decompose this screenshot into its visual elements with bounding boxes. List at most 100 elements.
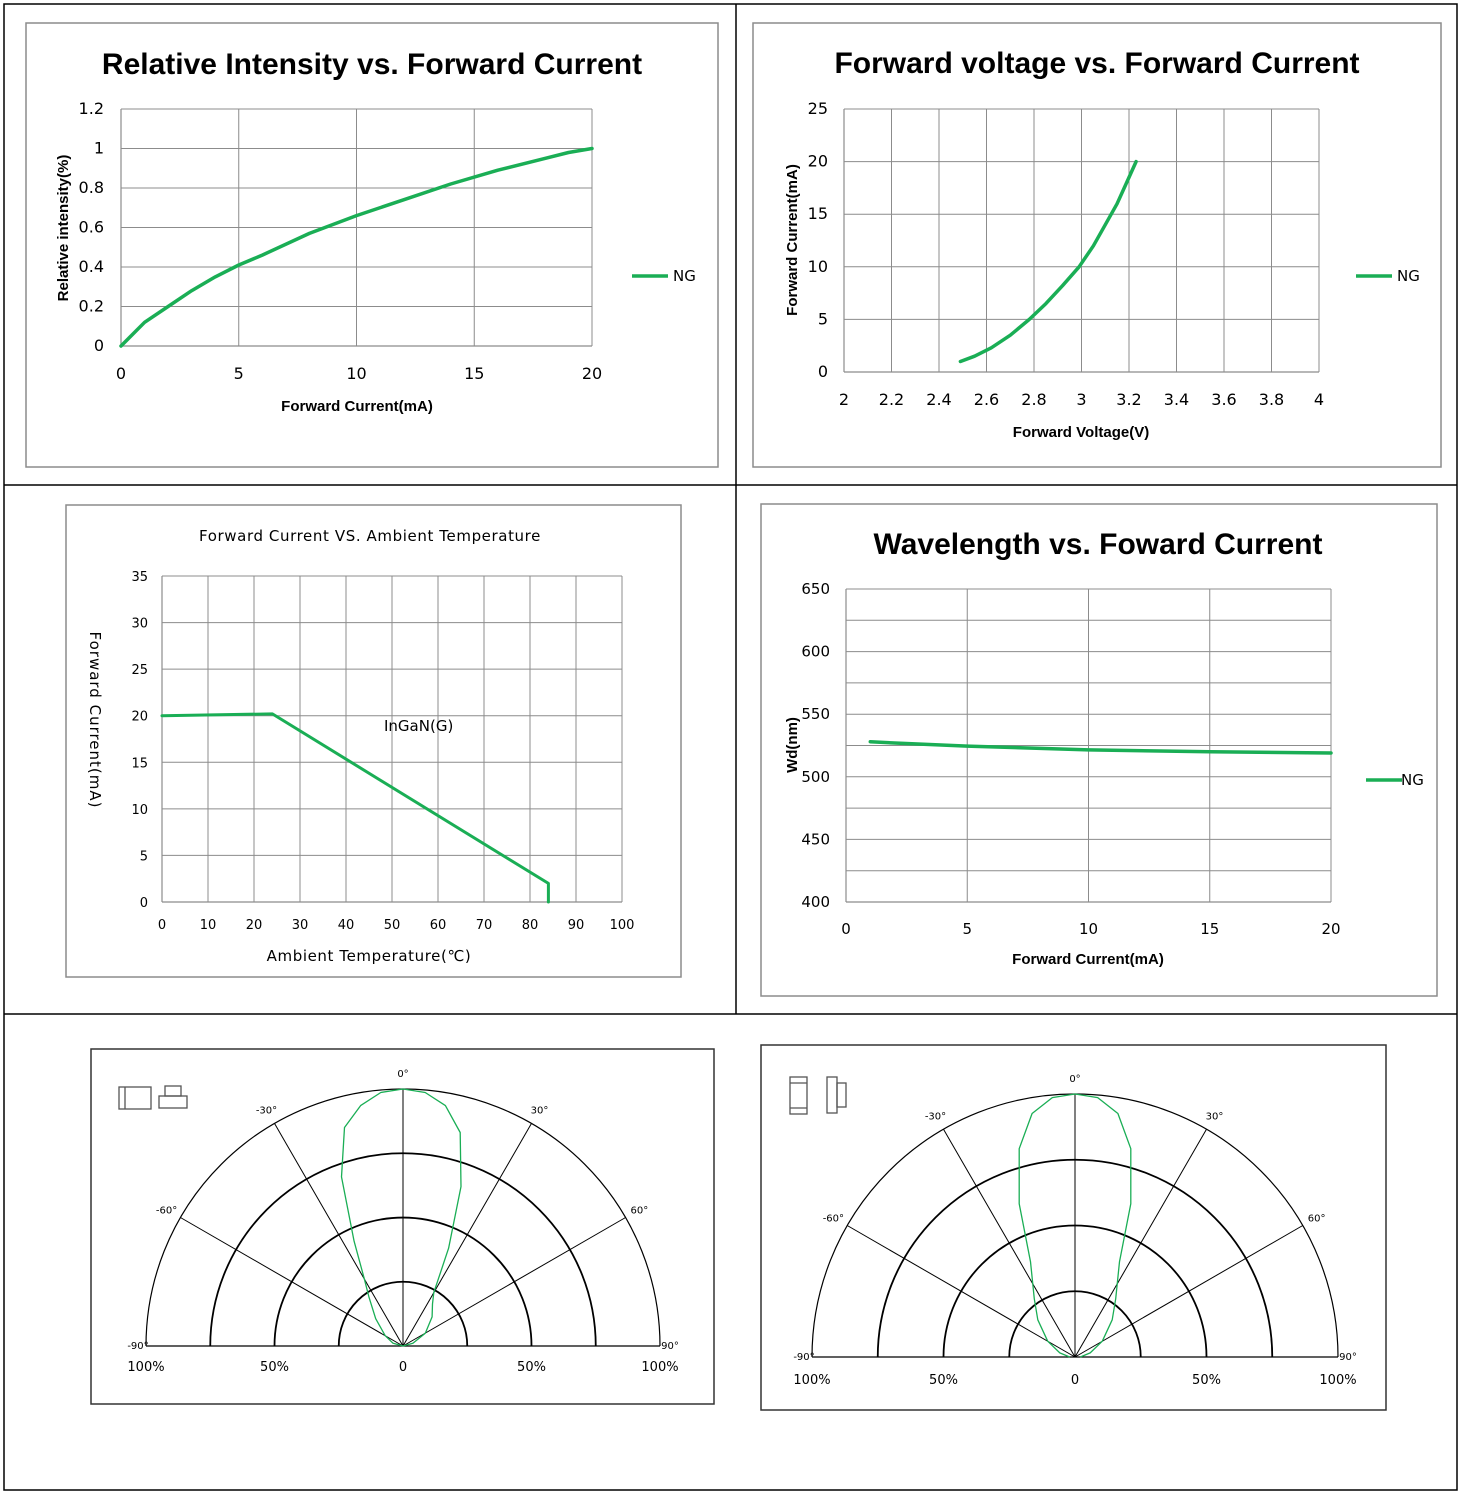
y-tick-label: 0 <box>140 896 148 911</box>
x-tick-label: 2.4 <box>926 390 951 409</box>
polar-pattern-line <box>340 1088 462 1347</box>
x-tick-label: 5 <box>962 920 972 938</box>
y-tick-label: 35 <box>131 570 148 585</box>
y-axis-label: Forward Current(mA) <box>784 164 801 316</box>
y-axis-label: Wd(nm) <box>784 717 801 773</box>
polar-angle-label: -30° <box>925 1111 946 1122</box>
legend-label: NG <box>1401 771 1424 789</box>
polar-spoke <box>402 1217 626 1347</box>
polar-spoke <box>1074 1128 1207 1358</box>
x-tick-label: 60 <box>430 918 447 933</box>
x-tick-label: 3.4 <box>1164 390 1189 409</box>
x-tick-label: 0 <box>158 918 166 933</box>
polar-angle-label: 30° <box>531 1106 549 1117</box>
y-tick-label: 0.8 <box>79 178 104 197</box>
y-tick-label: 10 <box>808 257 828 276</box>
polar-angle-label: 30° <box>1206 1111 1224 1122</box>
polar-radial-label: 50% <box>929 1373 958 1388</box>
y-tick-label: 20 <box>808 152 828 171</box>
y-tick-label: 600 <box>801 643 830 661</box>
y-tick-label: 0.6 <box>79 218 104 237</box>
series-line <box>868 739 1333 755</box>
series-line <box>958 159 1138 364</box>
x-tick-label: 2 <box>839 390 849 409</box>
legend-label: NG <box>673 267 696 285</box>
y-tick-label: 0 <box>94 336 104 355</box>
polar-angle-label: 0° <box>1069 1074 1080 1085</box>
x-tick-label: 90 <box>568 918 585 933</box>
polar-radial-label: 100% <box>641 1360 678 1375</box>
polar-angle-label: 60° <box>631 1206 649 1217</box>
x-tick-label: 15 <box>464 364 484 383</box>
x-axis-label: Forward Voltage(V) <box>1013 424 1149 441</box>
y-tick-label: 15 <box>131 756 148 771</box>
y-tick-label: 450 <box>801 830 830 848</box>
package-top-view-icon <box>118 1085 188 1110</box>
x-tick-label: 2.8 <box>1021 390 1046 409</box>
x-tick-label: 10 <box>1079 920 1098 938</box>
polar-radial-label: 50% <box>517 1360 546 1375</box>
polar-radial-label: 0 <box>399 1360 407 1375</box>
chart-wavelength: 0 5 10 15 20 400 450 500 550 600 650 NG <box>801 580 1424 938</box>
polar-angle-label: -90° <box>793 1352 814 1363</box>
polar-frame-right <box>760 1044 1387 1411</box>
polar-radial-label: 100% <box>1319 1373 1356 1388</box>
x-tick-label: 20 <box>246 918 263 933</box>
polar-angle-label: -90° <box>127 1341 148 1352</box>
y-tick-label: 400 <box>801 893 830 911</box>
polar-spoke <box>1074 1225 1304 1358</box>
polar-radial-label: 50% <box>260 1360 289 1375</box>
polar-radial-label: 50% <box>1192 1373 1221 1388</box>
polar-angle-label: -60° <box>156 1206 177 1217</box>
y-tick-label: 10 <box>131 803 148 818</box>
x-tick-label: 3.8 <box>1259 390 1284 409</box>
polar-pattern-line <box>1018 1093 1132 1358</box>
y-tick-label: 500 <box>801 768 830 786</box>
polar-angle-label: 60° <box>1308 1214 1326 1225</box>
y-tick-label: 5 <box>818 309 828 328</box>
y-tick-label: 5 <box>140 849 148 864</box>
x-tick-label: 20 <box>1321 920 1340 938</box>
polar-angle-label: 90° <box>1339 1352 1357 1363</box>
chart-frame-forward-voltage <box>752 22 1442 468</box>
x-tick-label: 2.6 <box>974 390 999 409</box>
polar-chart-left: -90° -60° -30° 0° 30° 60° 90° 100% 50% 0 50% 100% <box>127 1069 679 1375</box>
polar-spoke <box>943 1128 1076 1358</box>
series-annotation: InGaN(G) <box>384 717 453 735</box>
polar-angle-label: -60° <box>823 1214 844 1225</box>
x-tick-label: 3 <box>1076 390 1086 409</box>
y-tick-label: 1.2 <box>79 99 104 118</box>
y-tick-label: 25 <box>808 99 828 118</box>
y-tick-label: 0 <box>818 362 828 381</box>
x-axis-label: Forward Current(mA) <box>1012 951 1164 968</box>
series-line <box>119 146 594 348</box>
chart-title: Wavelength vs. Foward Current <box>874 528 1323 561</box>
y-tick-label: 1 <box>94 139 104 158</box>
x-tick-label: 10 <box>200 918 217 933</box>
chart-ambient-temperature: 0 10 20 30 40 50 60 70 80 90 100 0 5 10 15 20 25 30 35 <box>131 570 634 933</box>
x-tick-label: 40 <box>338 918 355 933</box>
y-axis-label: Relative intensity(%) <box>55 155 72 302</box>
y-tick-label: 650 <box>801 580 830 598</box>
chart-frame-ambient-temperature <box>65 504 682 978</box>
package-side-view-icon <box>789 1076 847 1115</box>
polar-radial-label: 100% <box>793 1373 830 1388</box>
polar-spoke <box>402 1123 532 1347</box>
chart-forward-voltage: 2 2.2 2.4 2.6 2.8 3 3.2 3.4 3.6 3.8 4 0 5 10 15 20 25 NG <box>808 99 1420 409</box>
chart-frame-relative-intensity <box>25 22 719 468</box>
x-tick-label: 5 <box>234 364 244 383</box>
x-axis-label: Forward Current(mA) <box>281 398 433 415</box>
x-tick-label: 100 <box>610 918 635 933</box>
table-borders <box>3 3 1458 1491</box>
x-tick-label: 70 <box>476 918 493 933</box>
x-tick-label: 4 <box>1314 390 1324 409</box>
chart-title: Forward voltage vs. Forward Current <box>834 47 1359 80</box>
y-tick-label: 20 <box>131 710 148 725</box>
polar-chart-right: -90° -60° -30° 0° 30° 60° 90° 100% 50% 0 50% 100% <box>793 1074 1357 1388</box>
polar-angle-label: 0° <box>397 1069 408 1080</box>
polar-angle-label: -30° <box>256 1106 277 1117</box>
x-tick-label: 3.6 <box>1211 390 1236 409</box>
y-tick-label: 550 <box>801 705 830 723</box>
chart-title: Relative Intensity vs. Forward Current <box>102 48 642 81</box>
